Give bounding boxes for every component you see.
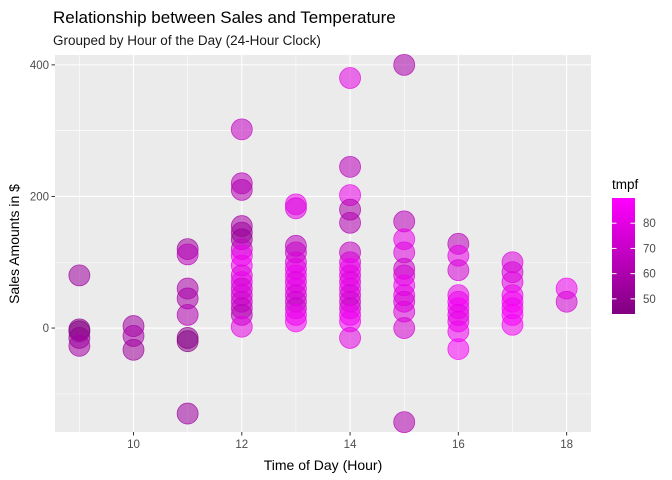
x-tick-label: 16 <box>452 439 465 451</box>
data-point <box>176 243 199 266</box>
data-point <box>339 67 361 89</box>
data-point <box>393 53 416 76</box>
data-point <box>393 317 416 339</box>
legend-tick-label: 70 <box>643 243 656 255</box>
data-point <box>393 411 416 434</box>
data-point <box>285 197 307 220</box>
x-tick-label: 18 <box>560 439 573 451</box>
y-tick-label: 400 <box>30 60 49 72</box>
data-point <box>339 211 361 234</box>
data-point <box>447 259 470 282</box>
y-axis: 0 200 400 <box>30 60 55 335</box>
data-point <box>176 330 199 353</box>
data-point <box>230 315 253 338</box>
chart-title: Relationship between Sales and Temperatu… <box>53 8 396 27</box>
points-layer <box>68 53 578 434</box>
plot-panel <box>55 55 591 432</box>
legend-tick-label: 80 <box>643 218 656 230</box>
legend-tick-label: 50 <box>643 294 656 306</box>
x-tick-label: 12 <box>235 439 248 451</box>
grid-major <box>55 55 591 432</box>
grid-minor <box>55 55 591 432</box>
x-axis: 10 12 14 16 18 <box>127 432 573 451</box>
data-point <box>501 313 524 336</box>
data-point <box>176 303 199 326</box>
data-point <box>339 327 361 349</box>
legend-tick-label: 60 <box>643 269 656 281</box>
x-tick-label: 14 <box>344 439 357 451</box>
data-point <box>176 402 199 425</box>
y-tick-label: 0 <box>43 323 49 335</box>
y-tick-label: 200 <box>30 191 49 203</box>
data-point <box>285 310 307 333</box>
color-legend: tmpf 50 60 70 80 <box>612 177 656 314</box>
data-point <box>68 334 91 357</box>
data-point <box>68 264 91 287</box>
legend-ticks: 50 60 70 80 <box>612 218 656 306</box>
data-point <box>447 338 470 360</box>
data-point <box>230 118 253 141</box>
legend-color-bar <box>612 198 635 314</box>
data-point <box>122 338 145 361</box>
x-tick-label: 10 <box>127 439 140 451</box>
data-point <box>555 290 578 313</box>
x-axis-title: Time of Day (Hour) <box>264 457 383 473</box>
data-point <box>339 155 361 178</box>
y-axis-title: Sales Amounts in $ <box>6 184 22 304</box>
chart-subtitle: Grouped by Hour of the Day (24-Hour Cloc… <box>53 33 321 48</box>
data-point <box>230 178 253 201</box>
legend-title: tmpf <box>612 177 639 192</box>
